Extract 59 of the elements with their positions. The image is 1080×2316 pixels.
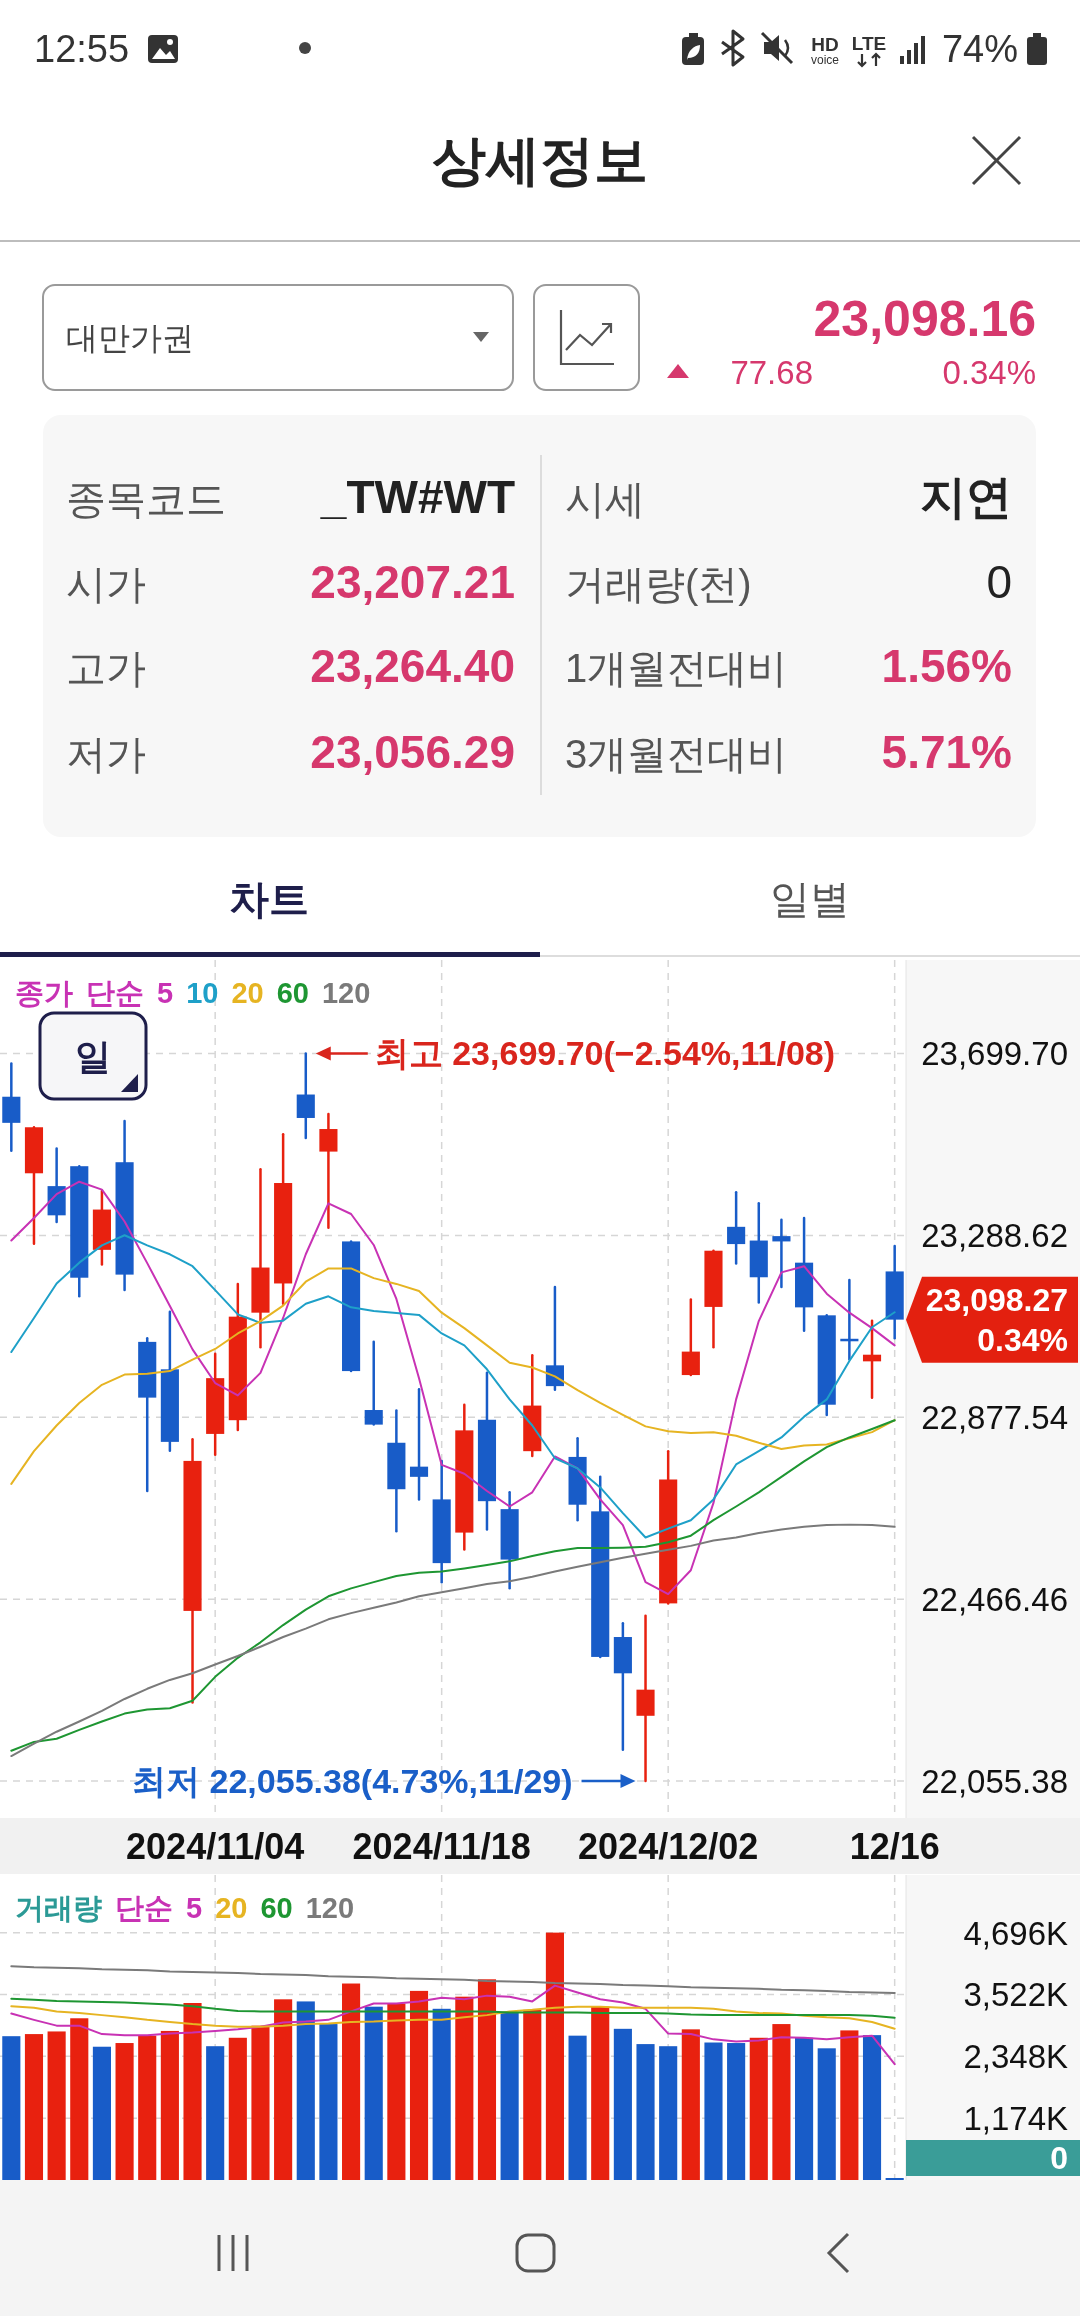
text: 12:55 (34, 28, 130, 70)
text: LTE (851, 33, 887, 54)
x-tick-label: 2024/11/18 (352, 1825, 531, 1867)
x-tick-label: 12/16 (849, 1825, 940, 1867)
text: 60 (260, 1892, 293, 1924)
text: 저가 (66, 732, 146, 776)
text: 23,264.40 (310, 640, 515, 692)
text: 시세 (565, 477, 645, 521)
text: 대만가권 (66, 320, 194, 356)
text: 1.56% (881, 640, 1012, 692)
text: 거래량 (15, 1892, 102, 1924)
text: 5 (157, 977, 174, 1009)
text: 0 (1050, 2140, 1068, 2176)
text: 0.34% (942, 354, 1036, 391)
text: 거래량(천) (565, 562, 752, 606)
text: 20 (231, 977, 264, 1009)
text: 3개월전대비 (565, 732, 788, 776)
text: 77.68 (730, 354, 813, 391)
y-tick-label: 22,466.46 (921, 1581, 1068, 1619)
annotation: 일 (75, 1036, 111, 1077)
text: 120 (321, 977, 371, 1009)
text: 상세정보 (432, 130, 648, 190)
text: 74% (941, 28, 1018, 70)
text: 종가 (15, 977, 73, 1009)
text: HD (811, 34, 839, 55)
y-tick-label: 23,699.70 (921, 1035, 1068, 1073)
x-tick-label: 2024/12/02 (578, 1825, 759, 1867)
text: 시가 (66, 562, 146, 606)
text: 고가 (66, 646, 146, 690)
text: 종목코드 (66, 477, 226, 521)
x-tick-label: 2024/11/04 (126, 1825, 305, 1867)
text: 1개월전대비 (565, 646, 788, 690)
text: 10 (186, 977, 219, 1009)
series-label: 120 (305, 1892, 355, 1924)
y-tick-label: 1,174K (963, 2100, 1068, 2138)
y-tick-label: 22,877.54 (921, 1399, 1068, 1437)
text: 차트 (229, 877, 309, 921)
legend-title: 단순 (115, 1892, 173, 1924)
text: voice (810, 53, 840, 67)
text: 5 (186, 1892, 203, 1924)
text: 5.71% (881, 726, 1012, 778)
text: 23,098.16 (813, 291, 1036, 347)
y-tick-label: 2,348K (963, 2038, 1068, 2076)
legend-title: 단순 (86, 977, 144, 1009)
annotation: 최저 22,055.38(4.73%,11/29) (132, 1762, 573, 1801)
y-tick-label: 3,522K (963, 1976, 1068, 2014)
text: 60 (276, 977, 309, 1009)
text: 20 (215, 1892, 248, 1924)
y-tick-label: 4,696K (963, 1914, 1068, 1952)
annotation: 최고 23,699.70(−2.54%,11/08) (374, 1034, 836, 1073)
text: 지연 (920, 471, 1012, 523)
text: 일별 (770, 877, 850, 921)
text: 0 (986, 556, 1012, 608)
text: 23,056.29 (310, 726, 515, 778)
annotation: 23,098.27 0.34% (925, 1281, 1068, 1358)
y-tick-label: 23,288.62 (921, 1217, 1068, 1255)
text: 23,207.21 (310, 556, 515, 608)
y-tick-label: 22,055.38 (921, 1762, 1068, 1800)
text: _TW#WT (319, 471, 515, 523)
